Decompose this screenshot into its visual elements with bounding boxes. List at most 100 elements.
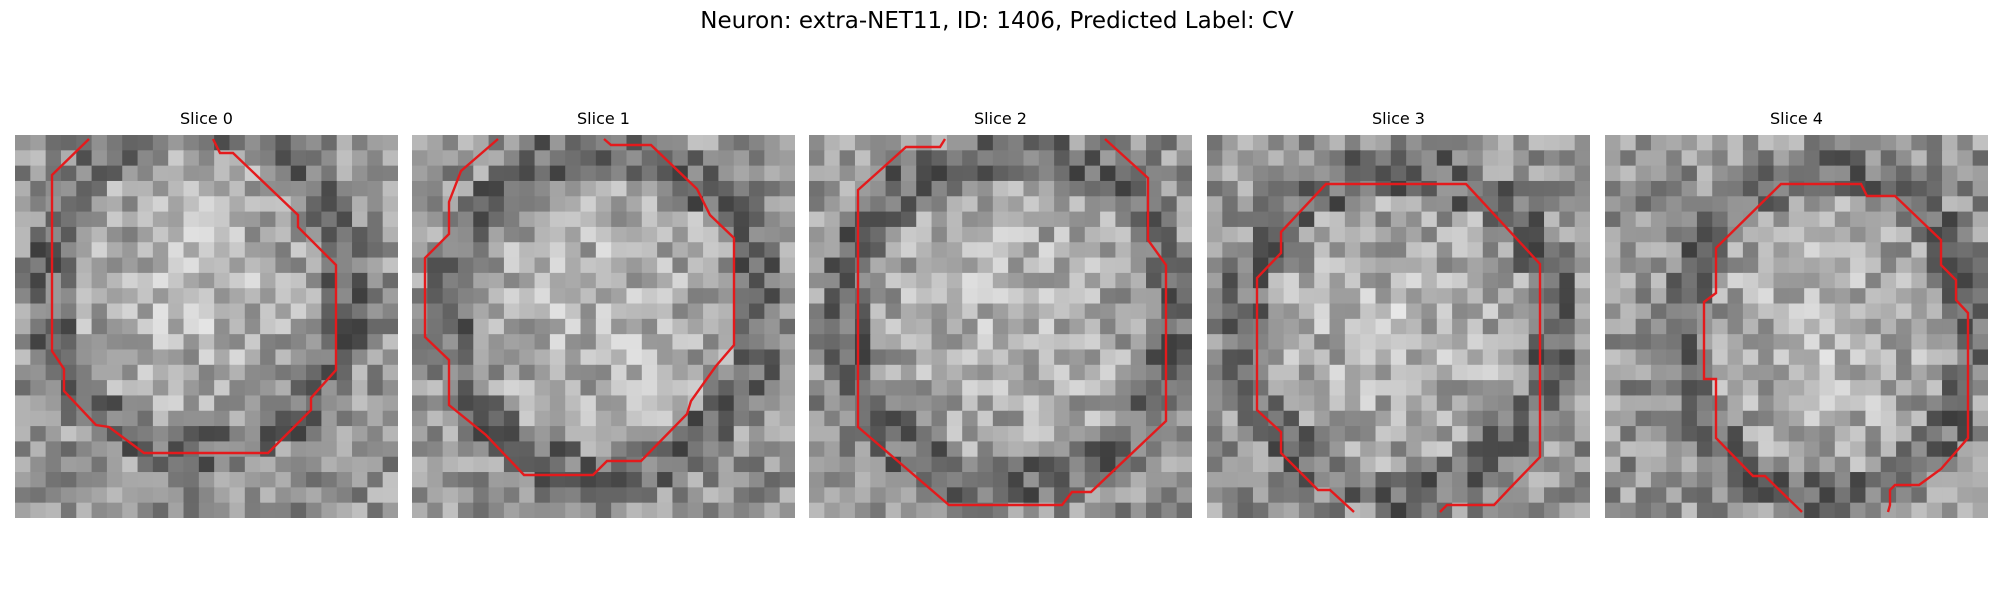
pixel	[1115, 180, 1132, 197]
pixel	[1146, 380, 1162, 397]
pixel	[1942, 318, 1958, 335]
pixel	[1008, 165, 1025, 182]
pixel	[718, 502, 735, 518]
pixel	[1865, 456, 1882, 473]
pixel	[1666, 180, 1683, 197]
pixel	[718, 364, 735, 381]
pixel	[1360, 364, 1377, 381]
pixel	[457, 441, 474, 458]
pixel	[15, 441, 31, 458]
pixel	[168, 410, 185, 427]
pixel	[1498, 349, 1514, 366]
pixel	[1574, 349, 1590, 366]
pixel	[1834, 395, 1851, 412]
pixel	[367, 395, 384, 412]
pixel	[1620, 288, 1637, 305]
pixel	[168, 135, 185, 151]
pixel	[168, 456, 185, 473]
pixel	[1498, 441, 1514, 458]
pixel	[30, 165, 47, 182]
pixel	[595, 318, 612, 335]
pixel	[1850, 426, 1867, 442]
pixel	[30, 211, 47, 228]
pixel	[1696, 502, 1713, 518]
pixel	[122, 135, 139, 151]
pixel	[580, 150, 597, 167]
pixel	[1972, 395, 1988, 412]
pixel	[1559, 272, 1576, 289]
pixel	[198, 487, 215, 504]
pixel	[1574, 226, 1590, 243]
pixel	[290, 349, 307, 366]
pixel	[1069, 303, 1086, 320]
pixel	[442, 502, 459, 518]
pixel	[336, 441, 353, 458]
pixel	[321, 180, 338, 197]
pixel	[1023, 257, 1040, 274]
pixel	[1161, 334, 1178, 351]
pixel	[137, 487, 154, 504]
pixel	[412, 165, 428, 182]
pixel	[1620, 135, 1637, 151]
pixel	[1773, 441, 1790, 458]
pixel	[1390, 165, 1407, 182]
pixel	[1742, 395, 1759, 412]
pixel	[168, 242, 185, 259]
pixel	[764, 150, 781, 167]
pixel	[1237, 380, 1254, 397]
pixel	[1023, 150, 1040, 167]
pixel	[1314, 257, 1331, 274]
pixel	[916, 349, 933, 366]
pixel	[1911, 426, 1928, 442]
pixel	[168, 395, 185, 412]
pixel	[519, 349, 536, 366]
pixel	[1804, 456, 1821, 473]
slice-panel-4: Slice 4	[1605, 108, 1988, 520]
pixel	[1804, 226, 1821, 243]
pixel	[442, 150, 459, 167]
pixel	[1528, 180, 1545, 197]
pixel	[1559, 426, 1576, 442]
pixel	[549, 441, 566, 458]
pixel	[839, 135, 856, 151]
pixel	[1482, 272, 1499, 289]
pixel	[76, 380, 93, 397]
pixel	[1421, 303, 1438, 320]
pixel	[321, 272, 338, 289]
pixel	[1237, 472, 1254, 488]
pixel	[1742, 334, 1759, 351]
pixel	[779, 226, 795, 243]
pixel	[152, 135, 169, 151]
pixel	[611, 303, 628, 320]
pixel	[1237, 364, 1254, 381]
pixel	[718, 441, 735, 458]
pixel	[1605, 242, 1621, 259]
pixel	[1513, 487, 1530, 504]
pixel	[1237, 196, 1254, 213]
pixel	[1115, 288, 1132, 305]
pixel	[1559, 226, 1576, 243]
pixel	[870, 410, 887, 427]
pixel	[229, 257, 246, 274]
pixel	[214, 318, 231, 335]
pixel	[382, 303, 398, 320]
pixel	[977, 303, 994, 320]
pixel	[1528, 272, 1545, 289]
pixel	[45, 380, 62, 397]
pixel	[427, 288, 444, 305]
pixel	[1252, 135, 1269, 151]
pixel	[824, 364, 841, 381]
pixel	[931, 349, 948, 366]
pixel	[1069, 165, 1086, 182]
pixel	[214, 364, 231, 381]
pixel	[565, 211, 582, 228]
pixel	[473, 334, 490, 351]
pixel	[931, 226, 948, 243]
pixel	[1957, 487, 1974, 504]
pixel	[1850, 211, 1867, 228]
pixel	[1008, 380, 1025, 397]
pixel	[1146, 487, 1162, 504]
pixel	[1819, 502, 1836, 518]
pixel	[870, 318, 887, 335]
pixel	[962, 180, 979, 197]
